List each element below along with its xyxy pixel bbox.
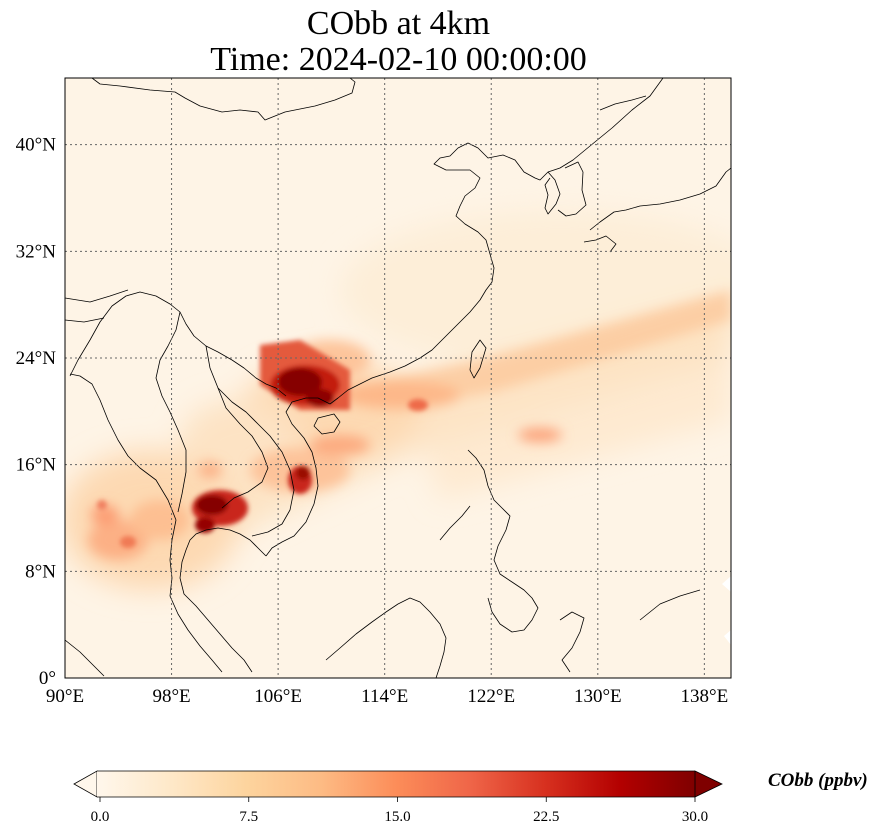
myanmar-coast (69, 373, 223, 673)
thailand-laos-border (217, 387, 269, 509)
lat-tick-label: 0° (39, 668, 56, 689)
map-title-line1: CObb at 4km (306, 5, 491, 42)
lon-tick-label: 138°E (681, 686, 729, 707)
palawan-coast (439, 505, 471, 541)
lat-tick-label: 16°N (16, 455, 57, 476)
lat-tick-label: 8°N (25, 561, 56, 582)
northern-border (91, 78, 356, 121)
lon-tick-label: 90°E (46, 686, 84, 707)
cobb-concentration-field (65, 78, 731, 678)
colorbar-tick-label: 0.0 (91, 809, 110, 825)
gridlines (65, 78, 731, 678)
colorbar-tick-label: 7.5 (239, 809, 258, 825)
colorbar-tick-label: 15.0 (384, 809, 410, 825)
map-title-line2: Time: 2024-02-10 00:00:00 (210, 41, 587, 78)
myanmar-thailand-border (155, 311, 187, 513)
colorbar-tick-label: 30.0 (682, 809, 708, 825)
colorbar: 0.0 7.5 15.0 22.5 30.0 (73, 770, 723, 825)
vietnam-coast (265, 397, 331, 557)
lon-tick-label: 122°E (467, 686, 515, 707)
coastlines (65, 78, 731, 678)
taiwan-coast (469, 339, 487, 379)
lat-tick-label: 32°N (16, 241, 57, 262)
lon-tick-label: 114°E (361, 686, 408, 707)
colorbar-max-extend (694, 770, 723, 798)
philippines-coast (467, 449, 539, 633)
sumatra-coast (65, 639, 105, 677)
eastern-islands-coast (559, 589, 701, 673)
korea-coast (544, 161, 587, 217)
laos-vietnam-border (205, 345, 295, 537)
hainan-coast (313, 413, 341, 435)
china-east-coast (329, 78, 664, 405)
latitude-tick-labels: 0° 8°N 16°N 24°N 32°N 40°N (16, 135, 57, 689)
lat-tick-label: 24°N (16, 348, 57, 369)
plot-frame (64, 77, 732, 679)
longitude-tick-labels: 90°E 98°E 106°E 114°E 122°E 130°E 138°E (46, 686, 728, 707)
lon-tick-label: 130°E (574, 686, 622, 707)
nepal-border (65, 289, 129, 303)
colorbar-unit-label: CObb (ppbv) (768, 770, 868, 791)
japan-coast (583, 95, 731, 253)
lon-tick-label: 98°E (152, 686, 190, 707)
bhutan-border (65, 317, 105, 323)
lat-tick-label: 40°N (16, 135, 57, 156)
gulf-thailand-coast (179, 527, 267, 673)
colorbar-gradient (97, 771, 695, 797)
colorbar-tick-label: 22.5 (533, 809, 559, 825)
southwest-china-border (69, 291, 287, 397)
lon-tick-label: 106°E (254, 686, 302, 707)
borneo-coast (325, 597, 447, 678)
colorbar-min-extend (73, 770, 98, 798)
colorbar-ticks: 0.0 7.5 15.0 22.5 30.0 (91, 797, 708, 825)
